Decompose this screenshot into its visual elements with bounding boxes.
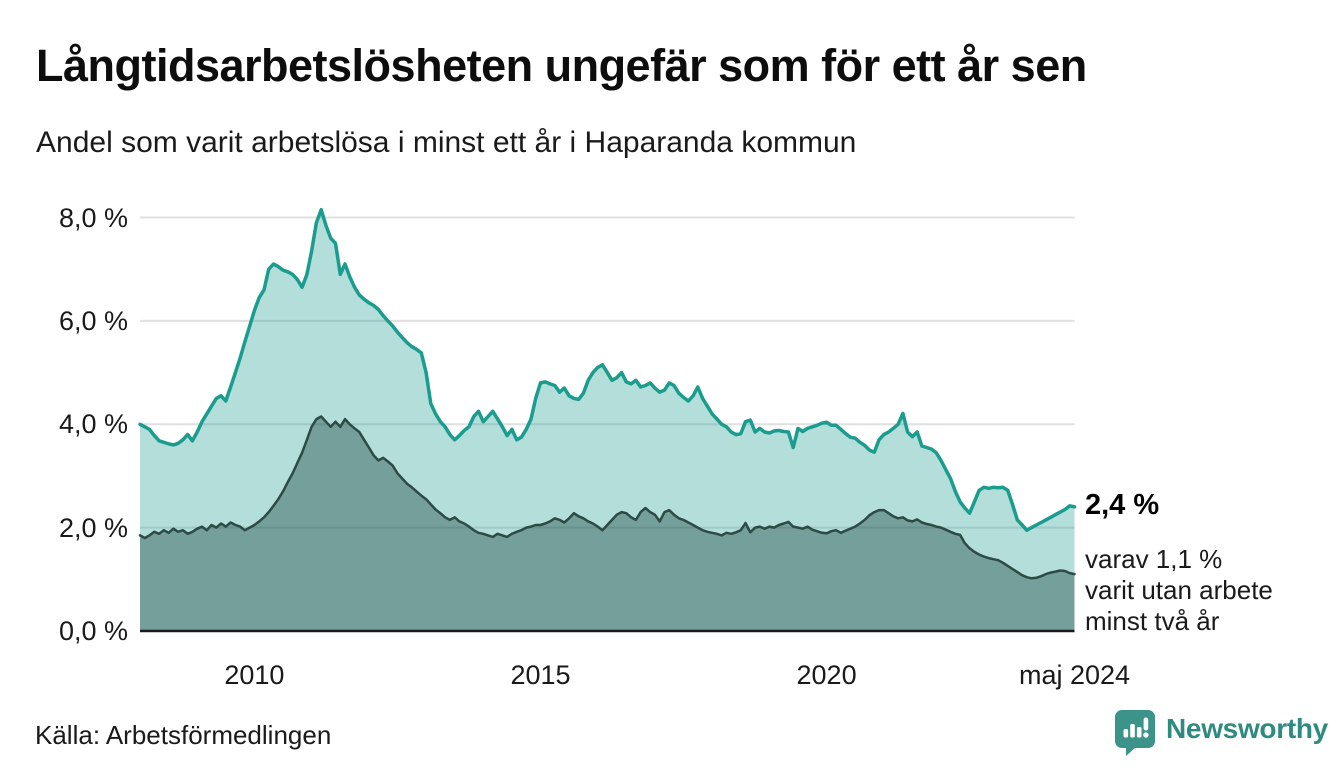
newsworthy-logo: Newsworthy	[1113, 708, 1328, 756]
page-title: Långtidsarbetslösheten ungefär som för e…	[36, 40, 1087, 91]
annotation-detail-line: minst två år	[1085, 606, 1220, 636]
newsworthy-bar-chart-speech-bubble-icon	[1115, 710, 1155, 756]
latest-value-label: 2,4 %	[1085, 489, 1160, 521]
newsworthy-wordmark: Newsworthy	[1166, 713, 1328, 744]
line-series-2	[138, 415, 1076, 580]
line-series-1	[138, 207, 1077, 532]
x-tick-label: 2020	[796, 660, 857, 690]
annotation-detail: varav 1,1 % varit utan arbete minst två …	[1085, 544, 1273, 637]
annotation-detail-line: varit utan arbete	[1085, 575, 1273, 605]
annotation-detail-line: varav 1,1 %	[1085, 544, 1223, 574]
chart-subtitle: Andel som varit arbetslösa i minst ett å…	[36, 126, 857, 159]
area-series-1	[140, 209, 1075, 631]
area-series-2	[140, 416, 1075, 631]
x-tick-label: maj 2024	[1018, 660, 1131, 690]
y-tick-label: 8,0 %	[58, 202, 128, 233]
x-tick-label: 2010	[224, 660, 285, 690]
x-tick-label: 2015	[510, 660, 571, 690]
y-tick-label: 0,0 %	[58, 616, 128, 646]
y-tick-label: 6,0 %	[58, 305, 128, 336]
y-tick-label: 2,0 %	[58, 512, 128, 543]
y-tick-label: 4,0 %	[58, 409, 128, 440]
source-note: Källa: Arbetsförmedlingen	[35, 720, 332, 750]
